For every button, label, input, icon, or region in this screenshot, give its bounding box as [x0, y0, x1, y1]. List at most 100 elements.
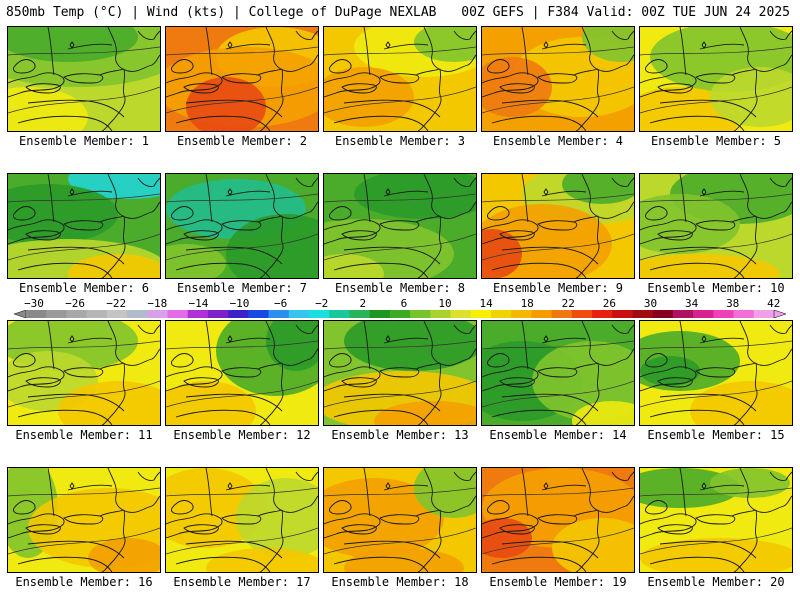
- ensemble-map-12: [165, 320, 319, 426]
- coastline-border: [739, 321, 792, 366]
- colorbar-swatch: [410, 310, 431, 318]
- station-marker-icon: [69, 188, 75, 196]
- ensemble-map-14: [481, 320, 635, 426]
- coastline-border: [99, 362, 125, 370]
- coastline-border: [739, 468, 792, 513]
- colorbar-tick-label: 2: [359, 297, 367, 310]
- coastline-border: [482, 513, 539, 539]
- coastline-border: [341, 377, 377, 388]
- coastline-border: [221, 220, 262, 231]
- ensemble-map-1: [7, 26, 161, 132]
- coastline-border: [423, 27, 476, 72]
- coastline-border: [63, 367, 104, 378]
- coastline-border: [137, 324, 160, 334]
- coastline-border: [679, 174, 687, 223]
- coastline-border: [329, 206, 352, 221]
- height-contour: [324, 380, 476, 408]
- field-blob: [710, 468, 790, 498]
- coastline-border: [487, 59, 510, 74]
- coastline-border: [221, 73, 262, 84]
- coastline-border: [259, 68, 284, 131]
- ensemble-map-7: [165, 173, 319, 279]
- height-contour: [324, 193, 476, 203]
- coastline-border: [739, 27, 792, 72]
- coastline-border: [363, 321, 371, 370]
- coastline-border: [175, 115, 271, 131]
- ensemble-map-4: [481, 26, 635, 132]
- coastline-border: [769, 30, 792, 40]
- ensemble-member-caption: Ensemble Member: 10: [647, 281, 785, 295]
- coastline-border: [581, 27, 634, 72]
- station-marker-icon: [385, 482, 391, 490]
- coastline-border: [657, 83, 693, 94]
- coastline-border: [329, 500, 352, 515]
- coastline-border: [333, 115, 429, 131]
- coastline-border: [101, 68, 126, 131]
- ensemble-member-caption: Ensemble Member: 5: [650, 134, 782, 148]
- ensemble-member-caption: Ensemble Member: 15: [647, 428, 785, 442]
- coastline-border: [491, 409, 587, 425]
- field-blob: [552, 518, 634, 572]
- coastline-border: [733, 509, 758, 572]
- field-blob: [572, 401, 634, 425]
- height-contour: [324, 340, 476, 350]
- coastline-border: [611, 324, 634, 334]
- height-contour: [324, 487, 476, 497]
- coastline-border: [63, 514, 104, 525]
- station-marker-icon: [69, 482, 75, 490]
- temperature-field: [482, 174, 634, 278]
- coastline-border: [171, 59, 194, 74]
- height-contour: [166, 340, 318, 350]
- coastline-border: [221, 514, 262, 525]
- station-marker-icon: [701, 41, 707, 49]
- coastline-border: [499, 83, 535, 94]
- colorbar-swatch: [632, 310, 654, 318]
- coastline-border: [107, 321, 160, 366]
- temperature-field: [324, 27, 476, 131]
- coastline-border: [575, 362, 600, 425]
- coastline-border: [137, 30, 160, 40]
- coastline-border: [487, 206, 510, 221]
- colorbar-swatch: [733, 310, 755, 318]
- coastline-border: [99, 509, 125, 517]
- temperature-field: [166, 321, 318, 425]
- height-contour: [8, 86, 160, 114]
- ensemble-member-caption: Ensemble Member: 11: [15, 428, 153, 442]
- temperature-field: [166, 27, 318, 131]
- coastline-border: [265, 174, 318, 219]
- coastline-border: [453, 324, 476, 334]
- coastline-border: [47, 468, 55, 517]
- colorbar-tick-label: 42: [767, 297, 781, 310]
- colorbar-tick-label: −6: [273, 297, 288, 310]
- colorbar-swatch: [571, 310, 593, 318]
- temperature-field: [324, 321, 476, 425]
- coastline-border: [417, 68, 442, 131]
- height-contour: [482, 233, 634, 261]
- coastline-border: [657, 377, 693, 388]
- colorbar-swatch: [490, 310, 512, 318]
- field-blob: [414, 27, 476, 62]
- ensemble-map-16: [7, 467, 161, 573]
- ensemble-member-caption: Ensemble Member: 1: [18, 134, 150, 148]
- coastline-border: [415, 215, 441, 223]
- ensemble-member-caption: Ensemble Member: 12: [173, 428, 311, 442]
- coastline-border: [324, 513, 381, 539]
- temperature-field: [640, 321, 792, 425]
- coastline-border: [645, 206, 668, 221]
- coastline-border: [363, 27, 371, 76]
- coastline-border: [731, 215, 757, 223]
- coastline-border: [47, 321, 55, 370]
- coastline-border: [769, 471, 792, 481]
- colorbar-swatch: [713, 310, 734, 318]
- coastline-border: [611, 471, 634, 481]
- coastline-border: [295, 324, 318, 334]
- ensemble-member-caption: Ensemble Member: 14: [489, 428, 627, 442]
- ensemble-member-caption: Ensemble Member: 4: [492, 134, 624, 148]
- colorbar-tick-label: −2: [315, 297, 329, 310]
- coastline-border: [175, 556, 271, 572]
- coastline-border: [453, 177, 476, 187]
- ensemble-member-caption: Ensemble Member: 18: [331, 575, 469, 589]
- coastline-border: [101, 362, 126, 425]
- height-contour: [8, 193, 160, 203]
- coastline-border: [423, 468, 476, 513]
